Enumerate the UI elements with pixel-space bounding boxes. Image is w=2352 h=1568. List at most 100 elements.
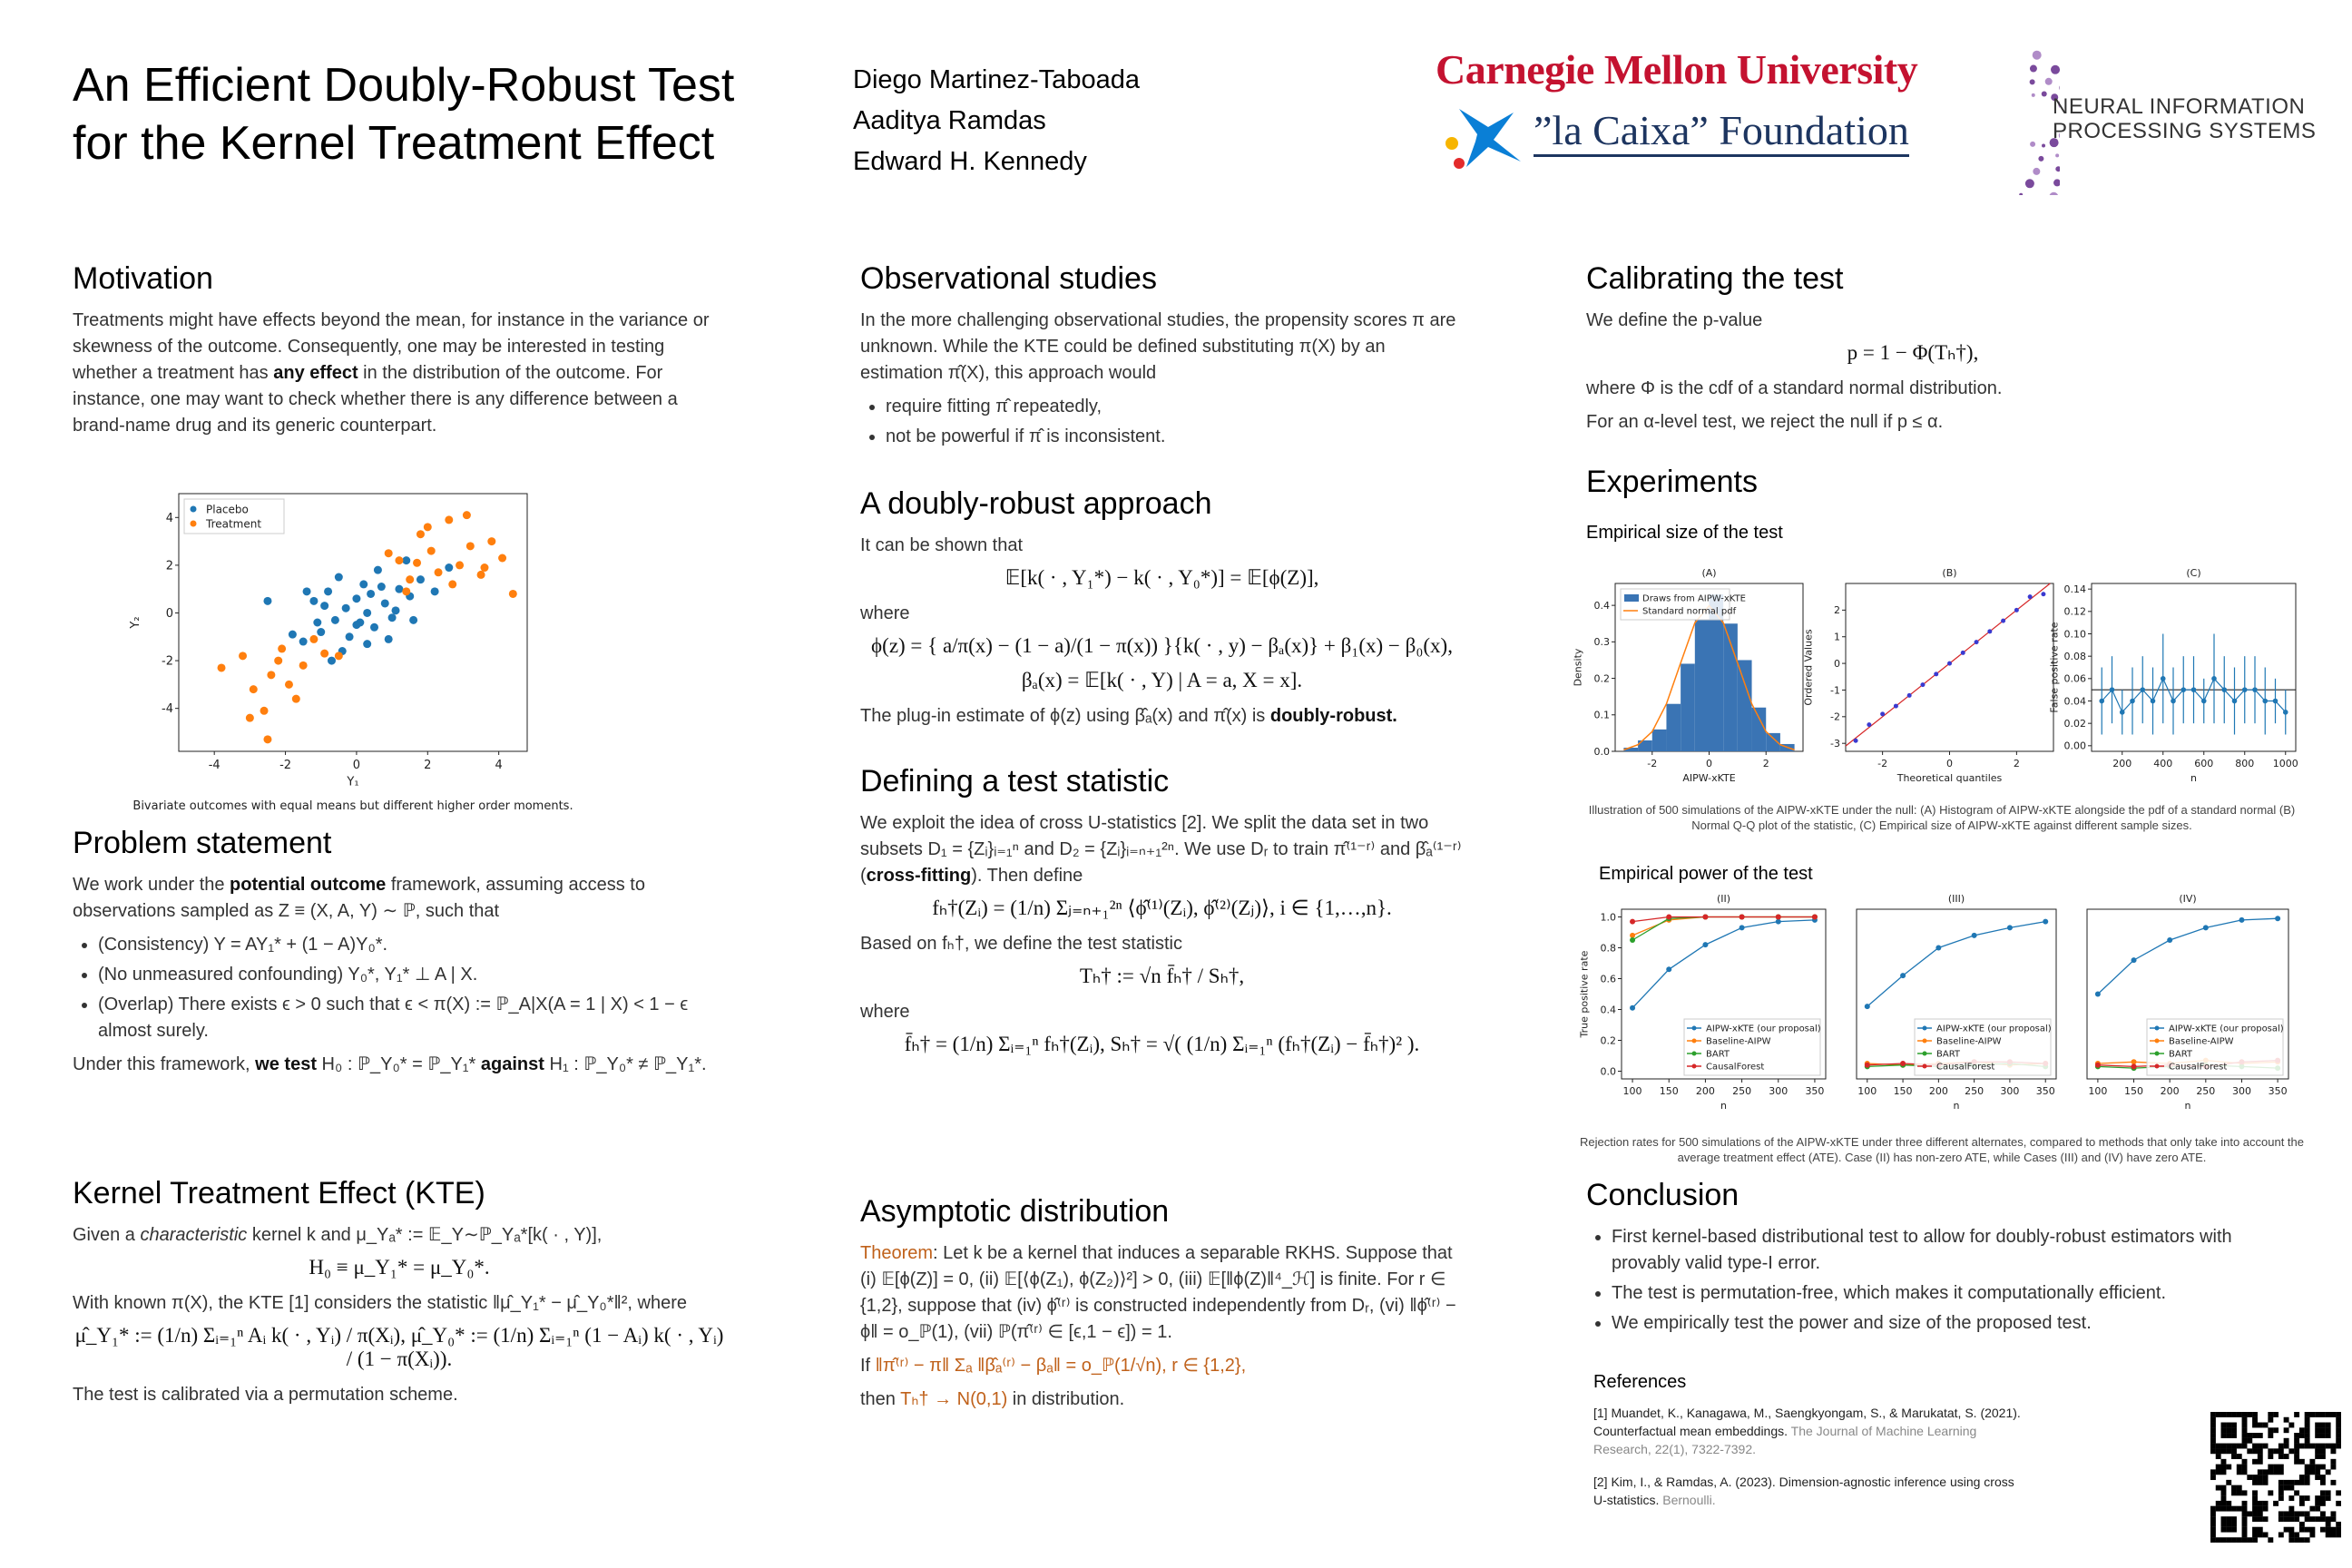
legend-label: CausalForest [1936, 1063, 1994, 1073]
paragraph: It can be shown that [860, 533, 1464, 559]
y-tick-label: 0 [166, 607, 173, 621]
scatter-point [406, 575, 415, 584]
scatter-point [317, 628, 326, 637]
legend-swatch [1691, 1063, 1697, 1069]
qr-module [2278, 1495, 2284, 1502]
text-run: in distribution. [1007, 1389, 1125, 1409]
qr-module [2231, 1537, 2237, 1543]
text-run: where Φ is the cdf of a standard normal … [1586, 378, 2003, 398]
qr-module [2304, 1443, 2310, 1449]
qr-module [2283, 1437, 2289, 1444]
qr-module [2252, 1433, 2258, 1438]
logo-dot [2019, 192, 2024, 195]
text-run: [1] Muandet, K., Kanagawa, M., Saengkyon… [1593, 1406, 2021, 1438]
scatter-point [359, 580, 368, 589]
y-tick-label: 0 [1834, 658, 1840, 670]
caixa-logo: ”la Caixa” Foundation [1534, 107, 1909, 157]
y-axis-label: Ordered Values [1803, 629, 1815, 705]
data-point [1630, 1004, 1636, 1011]
qr-module [2236, 1464, 2242, 1470]
qr-module [2257, 1433, 2263, 1438]
y-axis-label: True positive rate [1579, 950, 1591, 1038]
qr-module [2283, 1511, 2289, 1517]
qr-module [2288, 1485, 2295, 1491]
text-run: The plug-in estimate of ϕ(z) using β̂ₐ(x… [860, 706, 1270, 726]
qr-module [2325, 1427, 2331, 1434]
qr-module [2252, 1479, 2258, 1485]
scatter-point [1920, 682, 1926, 688]
qr-module [2294, 1511, 2300, 1517]
equation: βₐ(x) = 𝔼[k( · , Y) | A = a, X = x]. [1021, 669, 1303, 691]
author: Aaditya Ramdas [853, 106, 1046, 135]
legend-box [183, 498, 285, 534]
qr-module [2294, 1437, 2300, 1444]
qr-module [2252, 1416, 2258, 1423]
qr-module [2247, 1412, 2253, 1417]
qr-module [2278, 1448, 2284, 1455]
text-run: where [860, 1002, 910, 1022]
data-point [2109, 687, 2115, 692]
qr-module [2294, 1443, 2300, 1449]
qr-module [2268, 1427, 2274, 1434]
qr-module [2288, 1526, 2295, 1533]
qr-code [2210, 1412, 2341, 1543]
x-tick-label: 150 [2124, 1085, 2143, 1097]
neurips-mark [2019, 50, 2060, 195]
paragraph: where [860, 601, 1464, 627]
qr-module [2262, 1469, 2269, 1475]
text-run: we test [255, 1054, 317, 1074]
qr-module [2315, 1516, 2321, 1523]
qr-module [2336, 1416, 2341, 1423]
section-heading: Defining a test statistic [860, 764, 1170, 799]
poster-title: An Efficient Doubly-Robust Test for the … [73, 56, 734, 172]
qr-module [2298, 1521, 2305, 1527]
scatter-point [409, 615, 418, 624]
legend-label: Standard normal pdf [1642, 607, 1737, 617]
plot-title: (IV) [2179, 893, 2196, 905]
legend-swatch [1922, 1063, 1927, 1069]
bullet-list: (Consistency) Y = AY₁* + (1 − A)Y₀*. (No … [73, 932, 726, 1044]
bullet-item: The test is permutation-free, which make… [1612, 1280, 2239, 1307]
x-tick-label: 350 [2036, 1085, 2055, 1097]
qr-module [2325, 1495, 2331, 1502]
qr-module [2252, 1511, 2258, 1517]
scatter-point [413, 558, 422, 567]
qr-module [2298, 1443, 2305, 1449]
qr-module [2220, 1443, 2227, 1449]
qr-module [2226, 1464, 2232, 1470]
qr-module [2330, 1458, 2337, 1465]
x-tick-label: 300 [2232, 1085, 2251, 1097]
qr-module [2262, 1479, 2269, 1485]
logo-dot [2024, 179, 2034, 189]
equation: H₀ ≡ μ_Y₁* = μ_Y₀*. [309, 1256, 490, 1279]
qr-module [2288, 1448, 2295, 1455]
x-tick-label: 250 [1732, 1085, 1751, 1097]
qr-module [2336, 1427, 2341, 1434]
section-heading: Experiments [1586, 465, 1758, 499]
qr-module [2241, 1412, 2248, 1417]
scatter-point [367, 589, 376, 598]
author: Diego Martinez-Taboada [853, 65, 1140, 94]
qr-module [2315, 1505, 2321, 1512]
qr-module [2257, 1454, 2263, 1459]
scatter-point [1893, 703, 1898, 709]
qr-module [2304, 1475, 2310, 1481]
y-tick-label: 2 [166, 559, 173, 573]
paragraph: Theorem: Let k be a kernel that induces … [860, 1240, 1464, 1346]
qr-module [2330, 1532, 2337, 1538]
y-tick-label: 0.3 [1594, 636, 1611, 648]
qr-module [2309, 1464, 2316, 1470]
qr-module [2210, 1537, 2216, 1543]
qr-module [2262, 1516, 2269, 1523]
logo-dot [2049, 191, 2058, 195]
scatter-point [245, 713, 254, 722]
qr-module [2236, 1485, 2242, 1491]
legend-box [1914, 1018, 2052, 1076]
series-line [1867, 920, 2046, 1007]
x-tick-label: 0 [1946, 758, 1953, 769]
qr-module [2315, 1412, 2321, 1417]
x-tick-label: 350 [1805, 1085, 1824, 1097]
qr-module [2278, 1469, 2284, 1475]
text-run: H₁ : ℙ_Y₀* ≠ ℙ_Y₁*. [544, 1054, 707, 1074]
scatter-point [345, 632, 354, 642]
